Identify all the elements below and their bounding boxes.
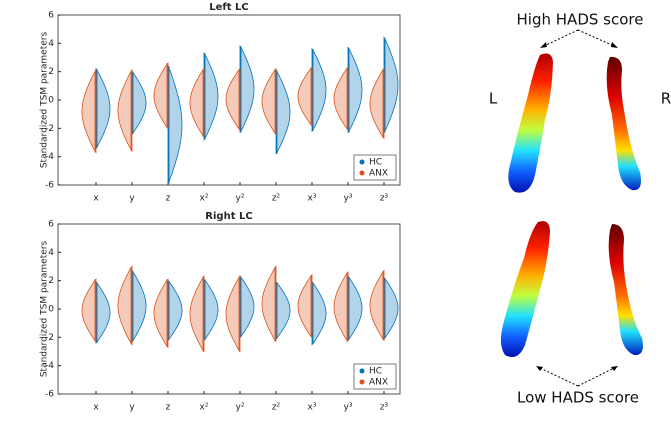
violin-half — [239, 275, 255, 338]
plot-frame — [57, 223, 401, 395]
y-tick-label: -6 — [45, 181, 54, 191]
x-tick-label: x³ — [308, 194, 317, 204]
legend-box — [353, 154, 397, 181]
violin-half — [261, 265, 277, 342]
violin-half — [203, 51, 219, 142]
arrows — [539, 29, 615, 387]
violin-half — [347, 46, 363, 133]
violin-half — [383, 36, 399, 133]
legend-marker — [359, 159, 365, 165]
legend-label: HC — [369, 158, 382, 168]
violin-half — [131, 70, 147, 136]
violin-half — [167, 279, 183, 342]
violin-half — [311, 280, 327, 346]
x-tick-label: y² — [236, 194, 245, 204]
x-tick-label: y — [129, 194, 135, 204]
legend-label: HC — [369, 367, 382, 377]
violin-half — [225, 275, 241, 353]
x-tick-label: y³ — [344, 194, 353, 204]
violin-half — [81, 68, 97, 154]
legend-marker — [359, 368, 365, 374]
y-tick-label: -2 — [45, 124, 54, 134]
violin-half — [167, 65, 183, 184]
violin-half — [261, 67, 277, 136]
violin-half — [311, 47, 327, 133]
x-tick-label: z — [166, 403, 171, 413]
legend-box — [353, 363, 397, 390]
chart-title: Right LC — [205, 211, 252, 222]
left-lc-low — [500, 221, 550, 358]
x-tick-label: z — [166, 194, 171, 204]
y-tick-label: 4 — [48, 39, 54, 49]
left-lc-high — [508, 53, 553, 193]
plot-frame — [57, 14, 401, 186]
top-label: High HADS score — [517, 11, 644, 29]
legend-label: ANX — [369, 378, 388, 388]
violin-half — [81, 278, 97, 342]
violin-half — [203, 278, 219, 342]
violin-half — [95, 281, 111, 345]
x-tick-label: z² — [272, 194, 281, 204]
x-tick-label: x — [93, 194, 99, 204]
x-tick-label: x² — [200, 403, 209, 413]
x-tick-label: x³ — [308, 403, 317, 413]
violin-half — [153, 62, 169, 129]
y-tick-label: 2 — [48, 67, 54, 77]
violin-half — [297, 66, 313, 127]
legend-label: ANX — [369, 169, 388, 179]
violin-half — [117, 265, 133, 346]
violin-half — [189, 275, 205, 353]
y-tick-label: 0 — [48, 96, 54, 106]
violin-half — [117, 68, 133, 153]
lc-panel: High HADS score Low HADS score L R — [489, 11, 671, 407]
y-tick-label: 6 — [48, 220, 54, 230]
y-tick-label: 6 — [48, 11, 54, 21]
right-lc-high — [606, 56, 641, 191]
violin-half — [369, 269, 385, 342]
left-label: L — [489, 90, 498, 108]
x-tick-label: z³ — [380, 194, 389, 204]
y-tick-label: 2 — [48, 276, 54, 286]
right-lc-low — [608, 224, 643, 356]
right-label: R — [661, 90, 671, 108]
violin-half — [275, 68, 291, 155]
violin-half — [225, 67, 241, 131]
violin-half — [95, 67, 111, 150]
violin-half — [239, 44, 255, 133]
y-tick-label: -6 — [45, 390, 54, 400]
x-tick-label: y — [129, 403, 135, 413]
y-tick-label: -4 — [45, 152, 54, 162]
violin-half — [189, 67, 205, 138]
violin-half — [275, 281, 291, 340]
violin-half — [333, 270, 349, 342]
violin-half — [153, 278, 169, 349]
x-tick-label: y² — [236, 403, 245, 413]
violin-half — [383, 276, 399, 340]
x-tick-label: x² — [200, 194, 209, 204]
x-tick-label: x — [93, 403, 99, 413]
x-tick-label: z² — [272, 403, 281, 413]
y-tick-label: 4 — [48, 248, 54, 258]
legend-marker — [359, 170, 365, 176]
violin-half — [369, 67, 385, 140]
bottom-label: Low HADS score — [517, 389, 639, 407]
x-tick-label: y³ — [344, 403, 353, 413]
legend-marker — [359, 379, 365, 385]
x-tick-label: z³ — [380, 403, 389, 413]
y-tick-label: -2 — [45, 333, 54, 343]
y-axis-label: Standardized TSM parameters — [40, 32, 50, 169]
y-tick-label: -4 — [45, 361, 54, 371]
violin-half — [297, 273, 313, 338]
violin-half — [131, 269, 147, 342]
violin-half — [347, 275, 363, 342]
y-axis-label: Standardized TSM parameters — [40, 241, 50, 378]
arrow-heads — [536, 42, 618, 371]
y-tick-label: 0 — [48, 305, 54, 315]
chart-title: Left LC — [209, 2, 248, 13]
violin-half — [333, 66, 349, 131]
